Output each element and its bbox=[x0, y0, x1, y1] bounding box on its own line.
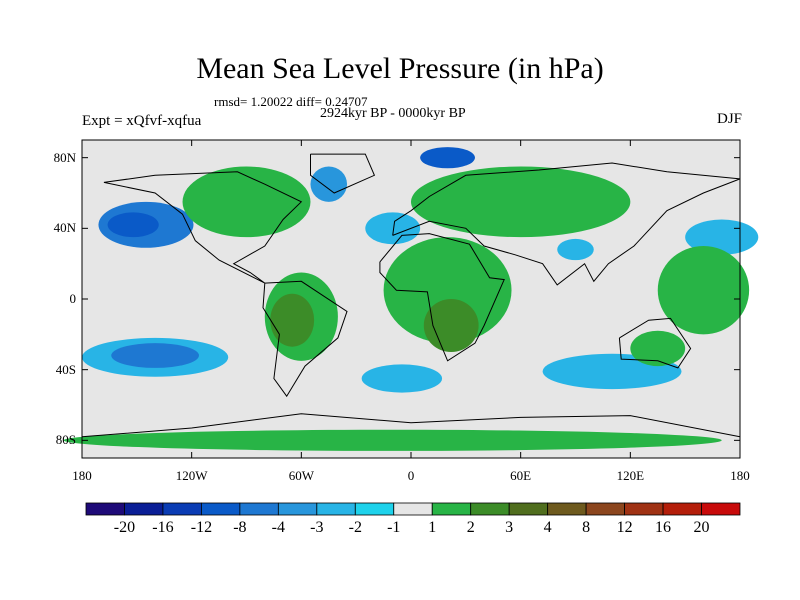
colorbar-swatch bbox=[316, 502, 356, 516]
colorbar-swatch bbox=[201, 502, 241, 516]
axis-ticks bbox=[81, 140, 741, 458]
greenland-low bbox=[310, 166, 348, 202]
colorbar-label: -3 bbox=[310, 519, 324, 536]
colorbar bbox=[85, 502, 741, 516]
colorbar-label: 8 bbox=[582, 519, 591, 536]
colorbar-swatch bbox=[393, 502, 433, 516]
y-tick-label: 80S bbox=[55, 432, 76, 448]
n-america-high bbox=[182, 166, 311, 238]
colorbar-label: -16 bbox=[152, 519, 174, 536]
x-tick-label: 180 bbox=[72, 468, 92, 483]
antarctic-high bbox=[63, 429, 722, 451]
stats-text: rmsd= 1.20022 diff= 0.24707 bbox=[214, 94, 368, 109]
colorbar-label: 16 bbox=[655, 519, 672, 536]
eurasia-high bbox=[411, 166, 631, 238]
colorbar-label: -20 bbox=[113, 519, 136, 536]
season-label: DJF bbox=[716, 111, 742, 127]
n-atlantic-low bbox=[365, 212, 421, 245]
colorbar-swatch bbox=[431, 502, 472, 516]
australia-high bbox=[630, 330, 686, 367]
pacific-band bbox=[657, 245, 750, 335]
y-tick-label: 40N bbox=[53, 220, 76, 236]
s-atlantic-low bbox=[361, 364, 443, 393]
colorbar-swatch bbox=[124, 502, 164, 516]
eurasia-coast bbox=[392, 162, 741, 286]
colorbar-label: -4 bbox=[271, 519, 285, 536]
colorbar-swatch bbox=[508, 502, 549, 516]
colorbar-label: 2 bbox=[466, 519, 475, 536]
tibet-low bbox=[557, 238, 594, 261]
x-tick-label: 60E bbox=[510, 468, 532, 483]
colorbar-swatch bbox=[85, 502, 125, 516]
x-tick-label: 120E bbox=[616, 468, 645, 483]
colorbar-swatch bbox=[624, 502, 664, 516]
x-tick-label: 0 bbox=[407, 468, 415, 483]
x-tick-label: 180 bbox=[730, 468, 750, 483]
colorbar-swatch bbox=[701, 502, 741, 516]
n-pacific-low-core bbox=[107, 212, 159, 238]
north-america-coast bbox=[103, 171, 303, 284]
africa-coast bbox=[379, 233, 505, 362]
colorbar-swatch bbox=[239, 502, 279, 516]
colorbar-label: -8 bbox=[233, 519, 247, 536]
period-text: 2924kyr BP - 0000kyr BP bbox=[320, 106, 466, 121]
y-tick-label: 0 bbox=[69, 291, 77, 306]
x-tick-label: 120W bbox=[175, 468, 208, 483]
colorbar-label: 20 bbox=[693, 519, 710, 536]
coastlines bbox=[81, 153, 741, 438]
y-tick-label: 80N bbox=[53, 149, 76, 165]
arctic-low bbox=[420, 147, 475, 169]
colorbar-label: 3 bbox=[505, 519, 514, 536]
africa-high bbox=[383, 237, 512, 344]
colorbar-label: -1 bbox=[387, 519, 401, 536]
australia-coast bbox=[618, 317, 692, 369]
colorbar-swatch bbox=[277, 502, 318, 516]
x-tick-label: 60W bbox=[288, 468, 314, 483]
s-pacific-low-core bbox=[111, 343, 199, 368]
experiment-label: Expt = xQfvf-xqfua bbox=[82, 113, 202, 129]
colorbar-swatch bbox=[470, 502, 510, 516]
greenland-coast bbox=[310, 153, 376, 194]
colorbar-label: -2 bbox=[348, 519, 362, 536]
colorbar-swatch bbox=[585, 502, 625, 516]
colorbar-swatch bbox=[354, 502, 395, 516]
colorbar-label: 4 bbox=[543, 519, 552, 536]
colorbar-swatch bbox=[662, 502, 702, 516]
map-title: Mean Sea Level Pressure (in hPa) bbox=[196, 52, 604, 85]
colorbar-swatch bbox=[547, 502, 587, 516]
africa-core bbox=[423, 299, 479, 352]
s-america-core bbox=[270, 293, 315, 347]
antarctica-coast bbox=[81, 413, 741, 438]
colorbar-label: -12 bbox=[190, 519, 213, 536]
y-tick-label: 40S bbox=[55, 361, 76, 377]
south-america-coast bbox=[262, 280, 348, 398]
anomaly-fields bbox=[63, 147, 759, 451]
colorbar-label: 1 bbox=[428, 519, 437, 536]
colorbar-label: 12 bbox=[616, 519, 633, 536]
colorbar-swatch bbox=[162, 502, 202, 516]
